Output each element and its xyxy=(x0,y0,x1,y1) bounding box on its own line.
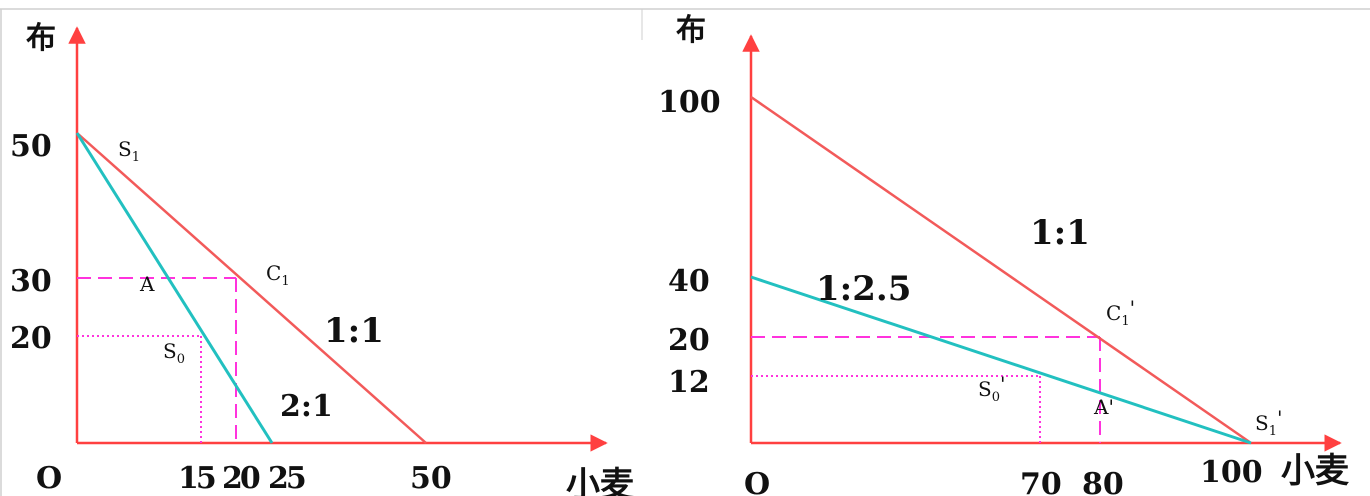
right-y-tick-40: 40 xyxy=(668,264,710,299)
right-diagram: 布 小麦 O 100 40 20 12 70 80 100 C1' A' S0'… xyxy=(658,13,1349,496)
left-ratio-2-1: 2:1 xyxy=(280,389,333,424)
left-y-tick-50: 50 xyxy=(10,129,52,164)
left-point-c1: C1 xyxy=(266,261,290,289)
right-y-axis-label: 布 xyxy=(676,13,706,48)
right-x-axis-label: 小麦 xyxy=(1281,451,1349,491)
left-y-tick-30: 30 xyxy=(10,264,52,299)
left-y-axis-label: 布 xyxy=(26,21,56,56)
right-y-tick-100: 100 xyxy=(658,85,721,120)
left-budget-line-1-1 xyxy=(76,132,427,444)
right-ratio-1-2-5: 1:2.5 xyxy=(816,269,911,309)
right-y-tick-20: 20 xyxy=(668,323,710,358)
right-ratio-1-1: 1:1 xyxy=(1030,213,1090,253)
right-x-tick-70: 70 xyxy=(1020,467,1062,496)
left-x-tick-25: 25 xyxy=(268,461,305,496)
left-x-tick-15: 15 xyxy=(178,461,215,496)
left-point-s1: S1 xyxy=(118,137,140,165)
left-x-axis-label: 小麦 xyxy=(566,465,634,496)
right-point-s1-prime: S1' xyxy=(1255,406,1282,439)
right-budget-line-1-1 xyxy=(750,95,1252,445)
right-point-c1-prime: C1' xyxy=(1106,296,1135,329)
left-y-tick-20: 20 xyxy=(10,321,52,356)
left-ratio-1-1: 1:1 xyxy=(324,311,384,351)
left-diagram: 布 小麦 O 50 30 20 15 20 25 50 S1 C1 A S0 1… xyxy=(10,21,634,496)
right-origin-label: O xyxy=(744,467,770,496)
left-point-s0: S0 xyxy=(163,339,185,367)
left-x-tick-20: 20 xyxy=(222,461,260,496)
right-x-tick-80: 80 xyxy=(1082,467,1124,496)
left-point-a: A xyxy=(139,272,155,296)
right-trade-line-1-2-5 xyxy=(750,275,1252,445)
right-point-s0-prime: S0' xyxy=(978,372,1005,405)
left-x-tick-50: 50 xyxy=(410,461,452,496)
left-origin-label: O xyxy=(36,461,62,496)
right-point-a-prime: A' xyxy=(1093,395,1114,419)
right-y-tick-12: 12 xyxy=(668,365,710,400)
right-x-tick-100: 100 xyxy=(1200,455,1263,490)
left-trade-line-2-1 xyxy=(75,132,274,444)
